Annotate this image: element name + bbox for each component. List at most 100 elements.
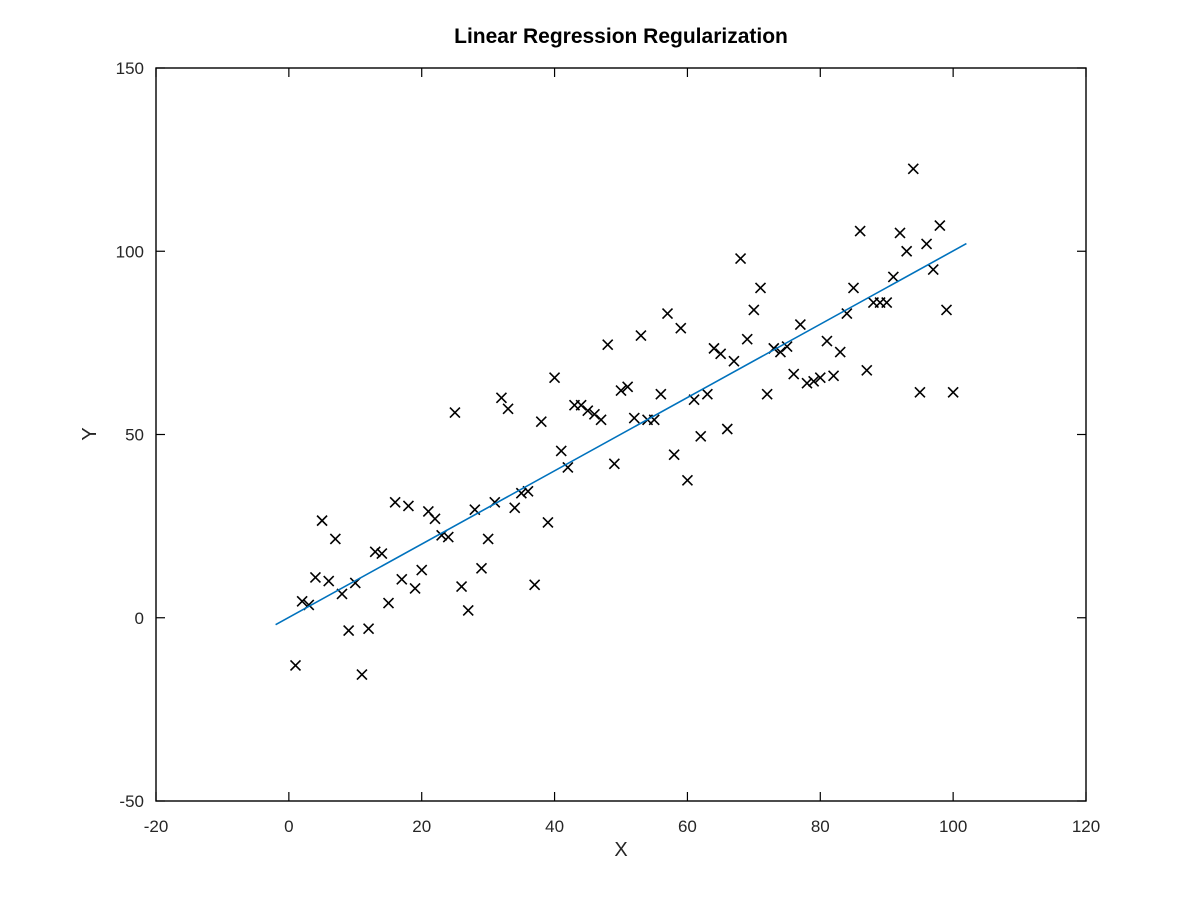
data-point [575,399,587,411]
data-point [369,546,381,558]
data-point [363,623,375,635]
data-point [382,597,395,609]
data-point [907,163,919,175]
data-point [376,548,388,560]
data-point [529,579,541,591]
data-point [535,416,547,428]
data-point [927,264,939,276]
data-point [761,388,773,400]
data-point [635,329,647,342]
data-point [329,533,341,545]
data-point [901,245,913,257]
data-point [715,348,727,360]
data-point [754,282,767,294]
data-point [502,403,514,415]
data-point [661,307,674,320]
data-point [808,375,820,387]
data-point [582,405,594,417]
y-tick-label: -50 [119,792,144,811]
data-point [456,581,468,593]
data-point [442,531,454,543]
data-point [495,392,507,404]
data-point [681,474,693,486]
data-point [748,304,760,316]
data-point [940,304,953,316]
data-point [402,500,414,512]
data-point [615,384,627,397]
data-point [542,516,554,529]
data-point [396,573,408,585]
data-point [741,333,753,345]
data-point [701,388,713,400]
x-tick-label: 120 [1072,817,1100,836]
data-point [389,496,401,508]
data-point [894,227,906,239]
x-tick-label: 60 [678,817,697,836]
plot-area [275,163,967,681]
x-tick-label: 80 [811,817,830,836]
data-point [794,318,806,331]
data-point [562,461,574,474]
data-point [509,502,521,514]
data-point [934,220,946,232]
data-point [834,346,846,358]
data-point [881,296,893,309]
data-point [475,562,488,574]
data-point [316,515,328,527]
data-point [914,386,926,398]
data-point [708,342,720,354]
data-point [655,388,667,400]
data-point [814,372,826,384]
data-point [695,430,707,442]
data-point [821,335,833,347]
data-point [887,271,899,283]
axes-ticks: -20 0 20 40 60 80 100 120 -50 0 50 100 150 [116,59,1101,836]
data-point [788,368,800,380]
data-point [668,449,680,461]
x-tick-label: 20 [412,817,431,836]
regression-line [275,242,967,626]
data-point [482,533,494,545]
data-point [841,307,853,320]
data-point [309,571,321,584]
data-point [595,414,607,426]
data-point [675,322,687,334]
data-point [515,487,527,499]
data-point [356,668,368,681]
x-axis-label: X [614,839,627,861]
y-tick-label: 50 [125,426,144,445]
data-point [449,406,461,419]
data-point [921,238,933,250]
chart-title: Linear Regression Regularization [454,25,788,48]
data-point [549,372,561,384]
data-point [323,575,335,587]
data-point [947,386,959,398]
data-point [296,595,308,607]
x-tick-label: -20 [144,817,169,836]
data-point [622,381,634,393]
y-tick-label: 0 [135,609,144,628]
data-point [289,659,302,671]
data-point [847,282,860,294]
data-point [861,364,873,376]
x-tick-label: 40 [545,817,564,836]
y-tick-label: 100 [116,242,144,261]
data-point [781,340,793,353]
data-point [728,355,740,367]
y-tick-label: 150 [116,59,144,78]
data-point [602,339,614,351]
data-point [608,458,620,470]
x-tick-label: 100 [939,817,967,836]
y-axis-label: Y [79,427,101,440]
data-point [801,377,813,389]
data-point [854,225,866,237]
data-point [416,564,428,576]
data-point [429,513,441,525]
data-point [462,604,474,616]
data-point [588,408,600,420]
data-point [555,445,567,457]
data-point [721,423,733,435]
data-point [343,625,355,637]
